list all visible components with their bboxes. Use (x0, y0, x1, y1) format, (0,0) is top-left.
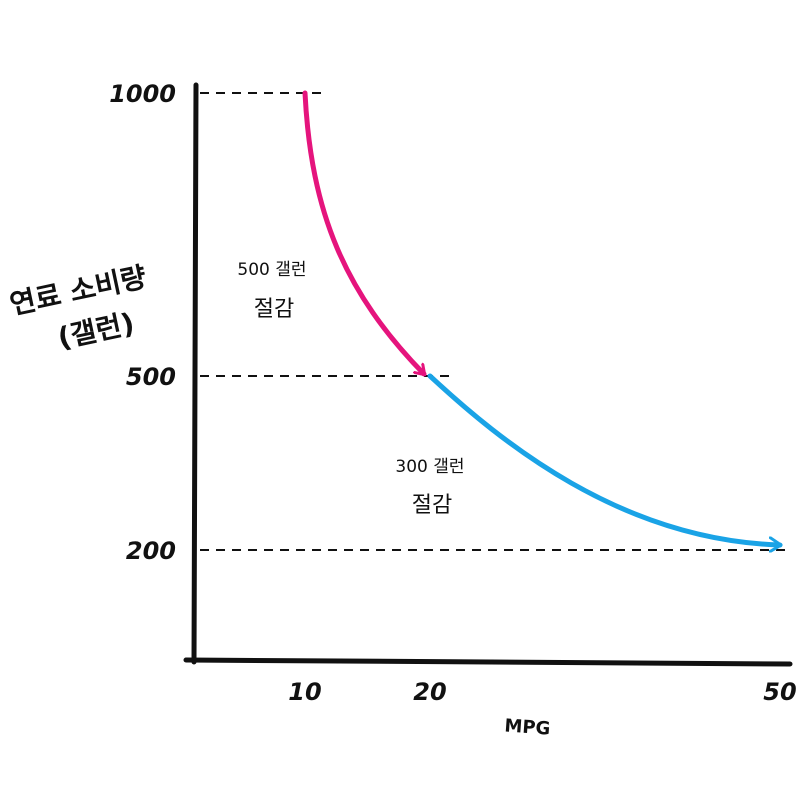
annotation-2-line2: 절감 (412, 493, 452, 518)
y-tick-label: 1000 (109, 80, 176, 108)
annotation-1-line1: 500 갤런 (237, 260, 306, 280)
x-axis (183, 657, 793, 667)
x-axis-label: MPG (504, 715, 551, 739)
y-tick-label: 500 (126, 363, 176, 391)
y-axis (191, 82, 199, 665)
y-axis-label-line2: (갤런) (55, 307, 137, 355)
series-curve-2 (427, 373, 783, 545)
x-tick-label: 20 (413, 678, 446, 706)
annotation-2-line1: 300 갤런 (395, 457, 464, 477)
annotation-1-line2: 절감 (254, 297, 294, 322)
x-tick-label: 50 (763, 678, 796, 706)
series-curve-1 (302, 90, 427, 377)
y-tick-label: 200 (126, 537, 176, 565)
x-tick-label: 10 (288, 678, 321, 706)
